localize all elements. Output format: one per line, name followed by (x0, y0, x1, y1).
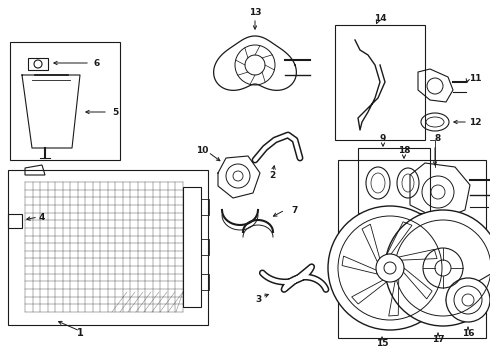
Text: 3: 3 (255, 296, 261, 305)
Bar (183, 187, 201, 307)
Text: 13: 13 (249, 8, 261, 17)
Text: 4: 4 (39, 212, 45, 221)
Circle shape (328, 206, 452, 330)
Bar (358, 148, 430, 213)
Text: 14: 14 (374, 14, 386, 23)
Polygon shape (218, 156, 260, 198)
Bar (335, 25, 425, 140)
Text: 12: 12 (469, 117, 481, 126)
Text: 9: 9 (380, 134, 386, 143)
Circle shape (385, 210, 490, 326)
Text: 2: 2 (269, 171, 275, 180)
Text: 7: 7 (292, 206, 298, 215)
Bar (338, 160, 486, 338)
Text: 8: 8 (435, 134, 441, 143)
Text: 1: 1 (76, 328, 83, 338)
Text: 11: 11 (469, 73, 481, 82)
Circle shape (233, 171, 243, 181)
Text: 10: 10 (196, 145, 208, 154)
Text: 17: 17 (432, 336, 444, 345)
Bar (10, 42, 120, 160)
Bar (201, 199, 209, 215)
Text: 16: 16 (462, 329, 474, 338)
Text: 6: 6 (94, 59, 100, 68)
Bar (8, 214, 22, 228)
Circle shape (446, 278, 490, 322)
Bar (201, 274, 209, 290)
Circle shape (376, 254, 404, 282)
Text: 18: 18 (398, 145, 410, 154)
Text: 5: 5 (112, 108, 118, 117)
Text: 15: 15 (376, 339, 388, 348)
Bar (8, 170, 208, 325)
Bar (28, 58, 48, 70)
Bar (201, 239, 209, 255)
